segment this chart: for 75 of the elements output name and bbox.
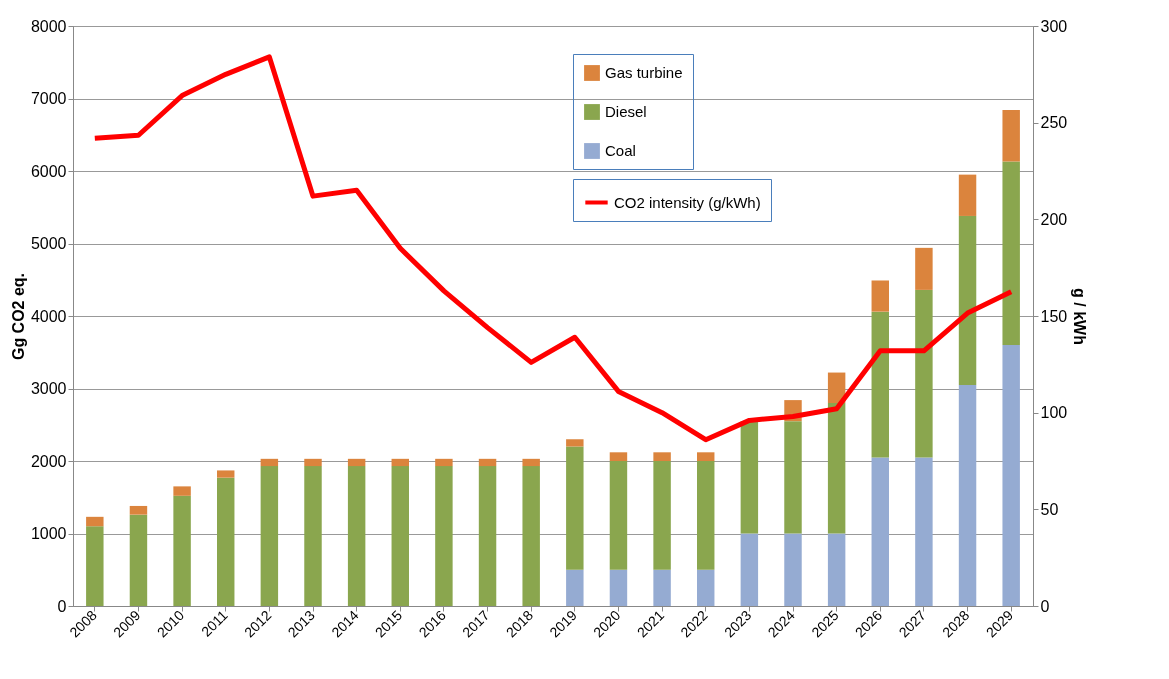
- bar: [260, 466, 279, 606]
- y2-tick-label: 200: [1040, 210, 1068, 228]
- y2-tick-label: 300: [1040, 17, 1068, 35]
- bar: [260, 458, 279, 467]
- bar: [217, 470, 235, 478]
- bar: [609, 569, 628, 606]
- bar: [1002, 110, 1020, 162]
- bar: [871, 311, 889, 458]
- bar: [653, 461, 671, 570]
- y-tick-label: 3000: [30, 380, 67, 397]
- bar: [697, 452, 715, 461]
- legend-label: Coal: [605, 142, 636, 159]
- bar: [871, 280, 889, 312]
- bar: [435, 458, 453, 467]
- legend-label: Diesel: [605, 103, 647, 120]
- y2-tick-label: 0: [1040, 597, 1050, 615]
- bar: [566, 569, 584, 606]
- y2-tick-label: 100: [1040, 404, 1068, 422]
- bar: [784, 533, 802, 606]
- bar: [653, 569, 671, 606]
- y-tick-label: 2000: [30, 452, 67, 470]
- bar: [609, 452, 628, 461]
- y-tick-label: 1000: [30, 525, 67, 542]
- bar: [129, 514, 148, 606]
- y2-tick-label: 150: [1040, 307, 1068, 325]
- bar: [958, 215, 977, 385]
- y-tick-label: 0: [57, 597, 67, 615]
- bar: [609, 461, 628, 570]
- bar: [827, 372, 846, 403]
- bar: [478, 458, 497, 467]
- y-tick-label: 6000: [30, 162, 67, 180]
- bar: [129, 505, 148, 515]
- bar: [173, 495, 191, 606]
- legend-label: Gas turbine: [605, 64, 683, 81]
- bar: [653, 452, 671, 461]
- bar: [435, 466, 453, 606]
- bar: [740, 533, 759, 606]
- bar: [347, 466, 366, 606]
- bar: [827, 533, 846, 606]
- bar: [871, 457, 889, 606]
- bar: [391, 466, 409, 606]
- bar: [522, 466, 540, 606]
- bar: [915, 289, 933, 458]
- bar: [915, 247, 933, 290]
- bar: [217, 477, 235, 606]
- bar: [173, 486, 191, 496]
- bar: [86, 516, 104, 527]
- bar: [915, 457, 933, 606]
- bar: [347, 458, 366, 467]
- y2-tick-label: 250: [1040, 114, 1068, 132]
- bar: [1002, 345, 1020, 606]
- y-tick-label: 7000: [30, 90, 67, 107]
- bar: [958, 174, 977, 216]
- bar: [304, 466, 322, 606]
- bar: [304, 458, 322, 467]
- bar: [1002, 161, 1020, 345]
- bar: [958, 384, 977, 606]
- bar: [391, 458, 409, 467]
- bar: [478, 466, 497, 606]
- y-tick-label: 5000: [30, 235, 67, 252]
- bar: [86, 526, 104, 606]
- y2-tick-label: 50: [1040, 500, 1059, 518]
- y-tick-label: 8000: [30, 17, 67, 35]
- bar: [827, 403, 846, 534]
- bar: [566, 439, 584, 447]
- bar: [697, 461, 715, 570]
- bar: [784, 421, 802, 534]
- y-tick-label: 4000: [30, 307, 67, 325]
- bar: [566, 446, 584, 570]
- y-axis-title: Gg CO2 eq.: [9, 272, 27, 361]
- bar: [740, 421, 759, 534]
- legend-label: CO2 intensity (g/kWh): [614, 193, 761, 211]
- bar: [522, 458, 540, 467]
- y2-axis-title: g / kWh: [1071, 288, 1089, 345]
- bar: [697, 569, 715, 606]
